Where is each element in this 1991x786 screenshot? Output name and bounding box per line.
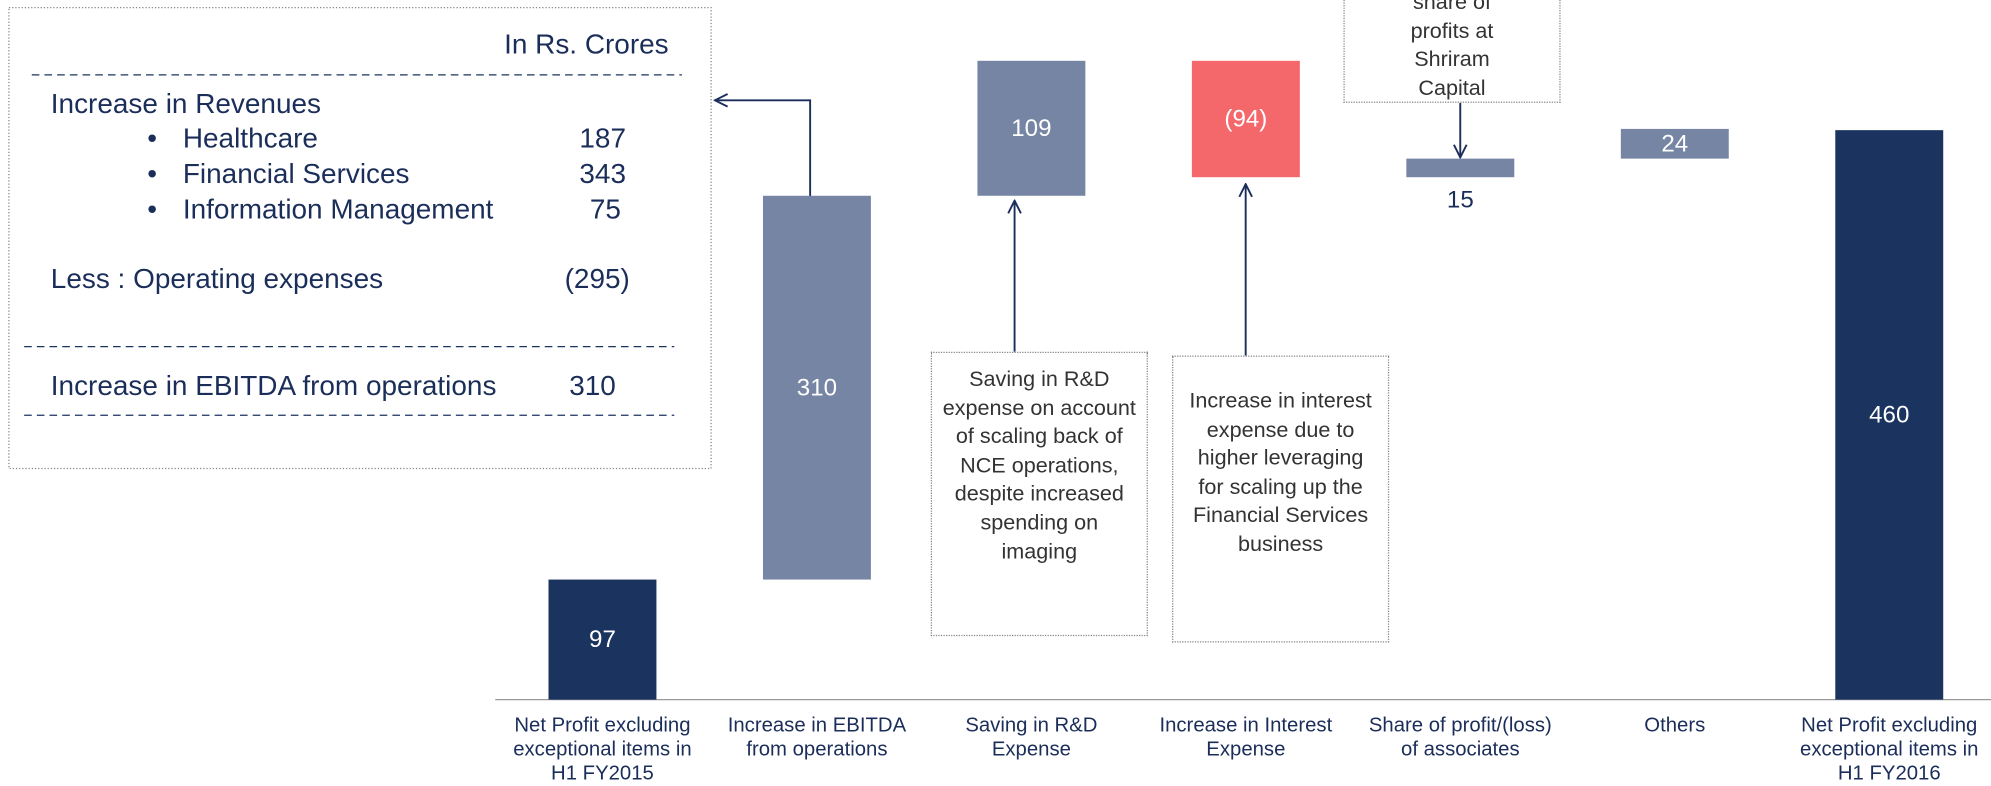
data-label: 310: [797, 374, 837, 401]
item-value: 343: [579, 157, 627, 190]
less-label: Less : Operating expenses: [50, 262, 384, 295]
bar: [762, 195, 871, 580]
item-label: Financial Services: [182, 157, 410, 190]
callout: share of profits at Shriram Capital: [1343, 0, 1561, 103]
bar: [1835, 130, 1944, 700]
bullet: •: [147, 157, 158, 190]
data-label: 460: [1869, 402, 1909, 429]
item-label: Information Management: [182, 193, 494, 225]
x-tick-label: Others: [1644, 714, 1706, 737]
data-label: 24: [1661, 130, 1688, 157]
callout: Increase in interest expense due to high…: [1172, 355, 1390, 643]
bar: [1406, 158, 1515, 178]
bar: [977, 60, 1086, 196]
arrow: [715, 100, 812, 197]
data-label: 109: [1011, 115, 1051, 142]
data-label: 97: [589, 626, 616, 653]
unit: In Rs. Crores: [504, 27, 669, 60]
x-tick-label: Increase in Interest Expense: [1159, 714, 1333, 761]
x-tick-label: Net Profit excluding exceptional items i…: [513, 714, 692, 785]
x-tick-label: Share of profit/(loss) of associates: [1368, 714, 1552, 761]
bullet: •: [147, 193, 158, 225]
item-value: 75: [589, 193, 621, 225]
data-label: (94): [1224, 106, 1267, 133]
x-tick-label: Net Profit excluding exceptional items i…: [1800, 714, 1979, 785]
item-value: 187: [579, 121, 627, 154]
bar: [1191, 60, 1300, 178]
breakdown-box: [8, 6, 712, 470]
item-label: Healthcare: [182, 121, 318, 154]
x-tick-label: Saving in R&D Expense: [965, 714, 1098, 761]
total-label: Increase in EBITDA from operations: [50, 369, 497, 402]
callout: Saving in R&D expense on account of scal…: [930, 351, 1148, 637]
total-value: 310: [569, 369, 616, 402]
less-value: (295): [564, 262, 630, 295]
x-tick-label: Increase in EBITDA from operations: [727, 714, 907, 761]
heading: Increase in Revenues: [50, 87, 322, 120]
data-label: 15: [1447, 187, 1474, 214]
bar: [1620, 128, 1729, 159]
bullet: •: [147, 121, 158, 154]
bar: [548, 579, 657, 700]
